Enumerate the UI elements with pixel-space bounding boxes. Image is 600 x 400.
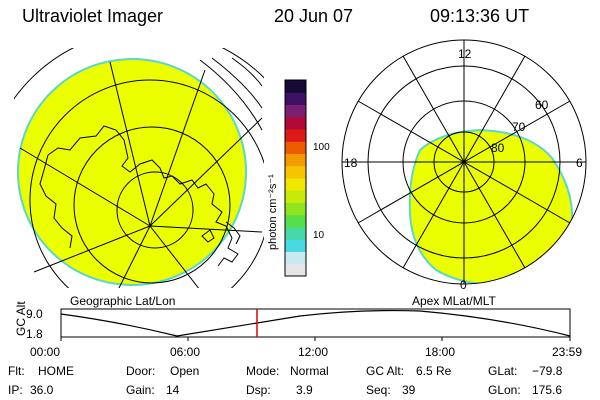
glon-label: GLon: bbox=[488, 383, 521, 397]
seq-label: Seq: bbox=[366, 383, 391, 397]
colorbar-band bbox=[285, 80, 306, 93]
door-value: Open bbox=[170, 364, 200, 378]
altitude-curve bbox=[60, 309, 571, 337]
colorbar-band bbox=[285, 263, 306, 277]
dsp-value: 3.9 bbox=[296, 383, 313, 397]
instrument-title: Ultraviolet Imager bbox=[22, 6, 164, 26]
gcalt-label: GC Alt: bbox=[366, 364, 405, 378]
glon-value: 175.6 bbox=[532, 383, 563, 397]
colorbar-band bbox=[285, 190, 306, 203]
mode-value: Normal bbox=[290, 364, 329, 378]
right-panel-caption: Apex MLat/MLT bbox=[412, 294, 496, 308]
mlat-label-70: 70 bbox=[512, 120, 526, 134]
timeline-ytick-high: 9.0 bbox=[26, 307, 43, 321]
colorbar-band bbox=[285, 153, 306, 167]
ip-label: IP: bbox=[8, 383, 23, 397]
timeline-xtick-1800: 18:00 bbox=[425, 345, 456, 359]
colorbar-band bbox=[285, 92, 306, 105]
timeline-xtick-0000: 00:00 bbox=[30, 345, 61, 359]
mlt-label-18: 18 bbox=[344, 156, 358, 170]
colorbar-band bbox=[285, 178, 306, 191]
colorbar-band bbox=[285, 239, 306, 252]
gain-value: 14 bbox=[166, 383, 180, 397]
colorbar-band bbox=[285, 251, 306, 265]
colorbar-band bbox=[285, 129, 306, 142]
colorbar-band bbox=[285, 116, 306, 130]
gain-label: Gain: bbox=[126, 383, 155, 397]
left-panel-caption: Geographic Lat/Lon bbox=[70, 294, 176, 308]
dsp-label: Dsp: bbox=[246, 383, 271, 397]
ip-value: 36.0 bbox=[30, 383, 54, 397]
flt-value: HOME bbox=[38, 364, 74, 378]
colorbar-band bbox=[285, 141, 306, 154]
colorbar-tick-100: 100 bbox=[313, 142, 330, 153]
timeline-xtick-1200: 12:00 bbox=[298, 345, 329, 359]
timeline-xtick-2359: 23:59 bbox=[552, 345, 583, 359]
latitude-grid bbox=[14, 48, 264, 288]
colorbar-band bbox=[285, 165, 306, 179]
glat-label: GLat: bbox=[488, 364, 518, 378]
gcalt-value: 6.5 Re bbox=[416, 364, 452, 378]
colorbar-tick-10: 10 bbox=[313, 230, 325, 241]
colorbar bbox=[284, 79, 307, 277]
mlat-label-80: 80 bbox=[491, 141, 505, 155]
mlt-label-0: 0 bbox=[460, 278, 467, 292]
door-label: Door: bbox=[126, 364, 156, 378]
glat-value: −79.8 bbox=[532, 364, 563, 378]
flt-label: Flt: bbox=[8, 364, 25, 378]
timeline-ytick-low: 1.8 bbox=[26, 327, 43, 341]
mlt-label-6: 6 bbox=[576, 156, 583, 170]
mlat-label-60: 60 bbox=[535, 98, 549, 112]
colorbar-band bbox=[285, 104, 306, 118]
time-label: 09:13:36 UT bbox=[430, 6, 530, 26]
mode-label: Mode: bbox=[246, 364, 280, 378]
longitude-grid bbox=[19, 61, 263, 288]
timeline-xtick-0600: 06:00 bbox=[170, 345, 201, 359]
colorbar-band bbox=[285, 202, 306, 216]
date-label: 20 Jun 07 bbox=[274, 6, 354, 26]
colorbar-band bbox=[285, 214, 306, 228]
coastline bbox=[39, 125, 241, 267]
mlt-spokes bbox=[342, 40, 586, 284]
colorbar-band bbox=[285, 227, 306, 240]
seq-value: 39 bbox=[402, 383, 416, 397]
mlt-label-12: 12 bbox=[458, 47, 472, 61]
colorbar-border bbox=[284, 79, 307, 277]
